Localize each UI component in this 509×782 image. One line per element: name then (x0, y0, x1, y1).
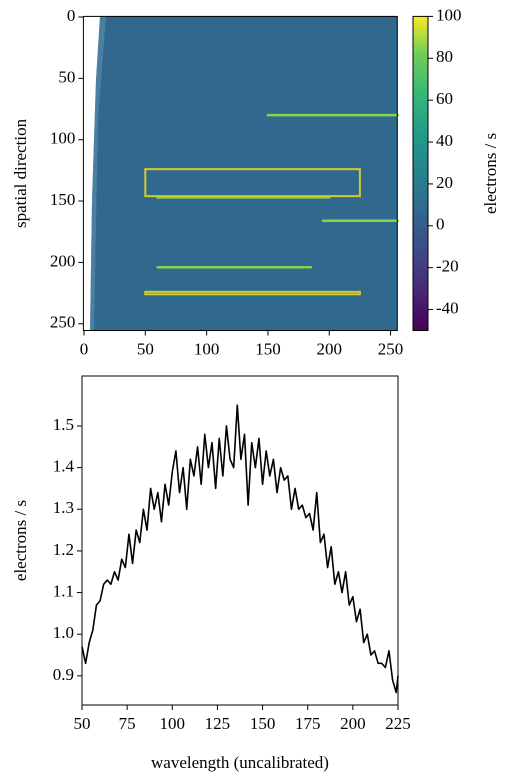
y-tick-label: 200 (50, 251, 76, 270)
y-tick-label: 1.1 (53, 581, 74, 600)
colorbar-tick-label: 80 (436, 47, 453, 66)
x-tick-label: 125 (205, 714, 231, 733)
x-tick-label: 225 (385, 714, 411, 733)
colorbar-tick-label: 60 (436, 89, 453, 108)
colorbar-tick-label: 40 (436, 131, 453, 150)
colorbar-tick-label: -20 (436, 257, 459, 276)
x-tick-label: 100 (194, 339, 220, 358)
image-blank-region (83, 16, 100, 331)
colorbar-tick-label: 20 (436, 173, 453, 192)
colorbar-label: electrons / s (481, 133, 500, 214)
data-line (81, 404, 399, 694)
axes-frame (81, 375, 399, 706)
y-axis-label: electrons / s (11, 500, 30, 581)
x-axis-label: wavelength (uncalibrated) (151, 753, 329, 772)
y-axis-label: spatial direction (11, 118, 30, 228)
colorbar-tick-label: 100 (436, 5, 462, 24)
y-tick-label: 0 (67, 6, 76, 25)
x-tick-label: 50 (137, 339, 154, 358)
y-tick-label: 100 (50, 129, 76, 148)
y-tick-label: 1.2 (53, 540, 74, 559)
colorbar-tick-label: -40 (436, 298, 459, 317)
y-tick-label: 0.9 (53, 665, 74, 684)
y-tick-label: 1.5 (53, 415, 74, 434)
y-tick-label: 1.3 (53, 498, 74, 517)
x-tick-label: 50 (74, 714, 91, 733)
x-tick-label: 200 (340, 714, 366, 733)
image-edge (90, 16, 106, 331)
image-background (83, 16, 398, 331)
y-tick-label: 250 (50, 313, 76, 332)
colorbar (412, 15, 429, 332)
y-tick-label: 150 (50, 190, 76, 209)
x-tick-label: 75 (119, 714, 136, 733)
x-tick-label: 200 (316, 339, 342, 358)
colorbar-tick-label: 0 (436, 215, 445, 234)
x-tick-label: 150 (255, 339, 281, 358)
x-tick-label: 175 (295, 714, 321, 733)
axes-frame (82, 15, 398, 332)
x-tick-label: 0 (80, 339, 89, 358)
y-tick-label: 1.0 (53, 623, 74, 642)
y-tick-label: 50 (58, 67, 75, 86)
x-tick-label: 250 (378, 339, 404, 358)
x-tick-label: 100 (160, 714, 186, 733)
y-tick-label: 1.4 (53, 457, 75, 476)
aperture-box (144, 168, 361, 198)
x-tick-label: 150 (250, 714, 276, 733)
aperture-box (144, 290, 361, 296)
